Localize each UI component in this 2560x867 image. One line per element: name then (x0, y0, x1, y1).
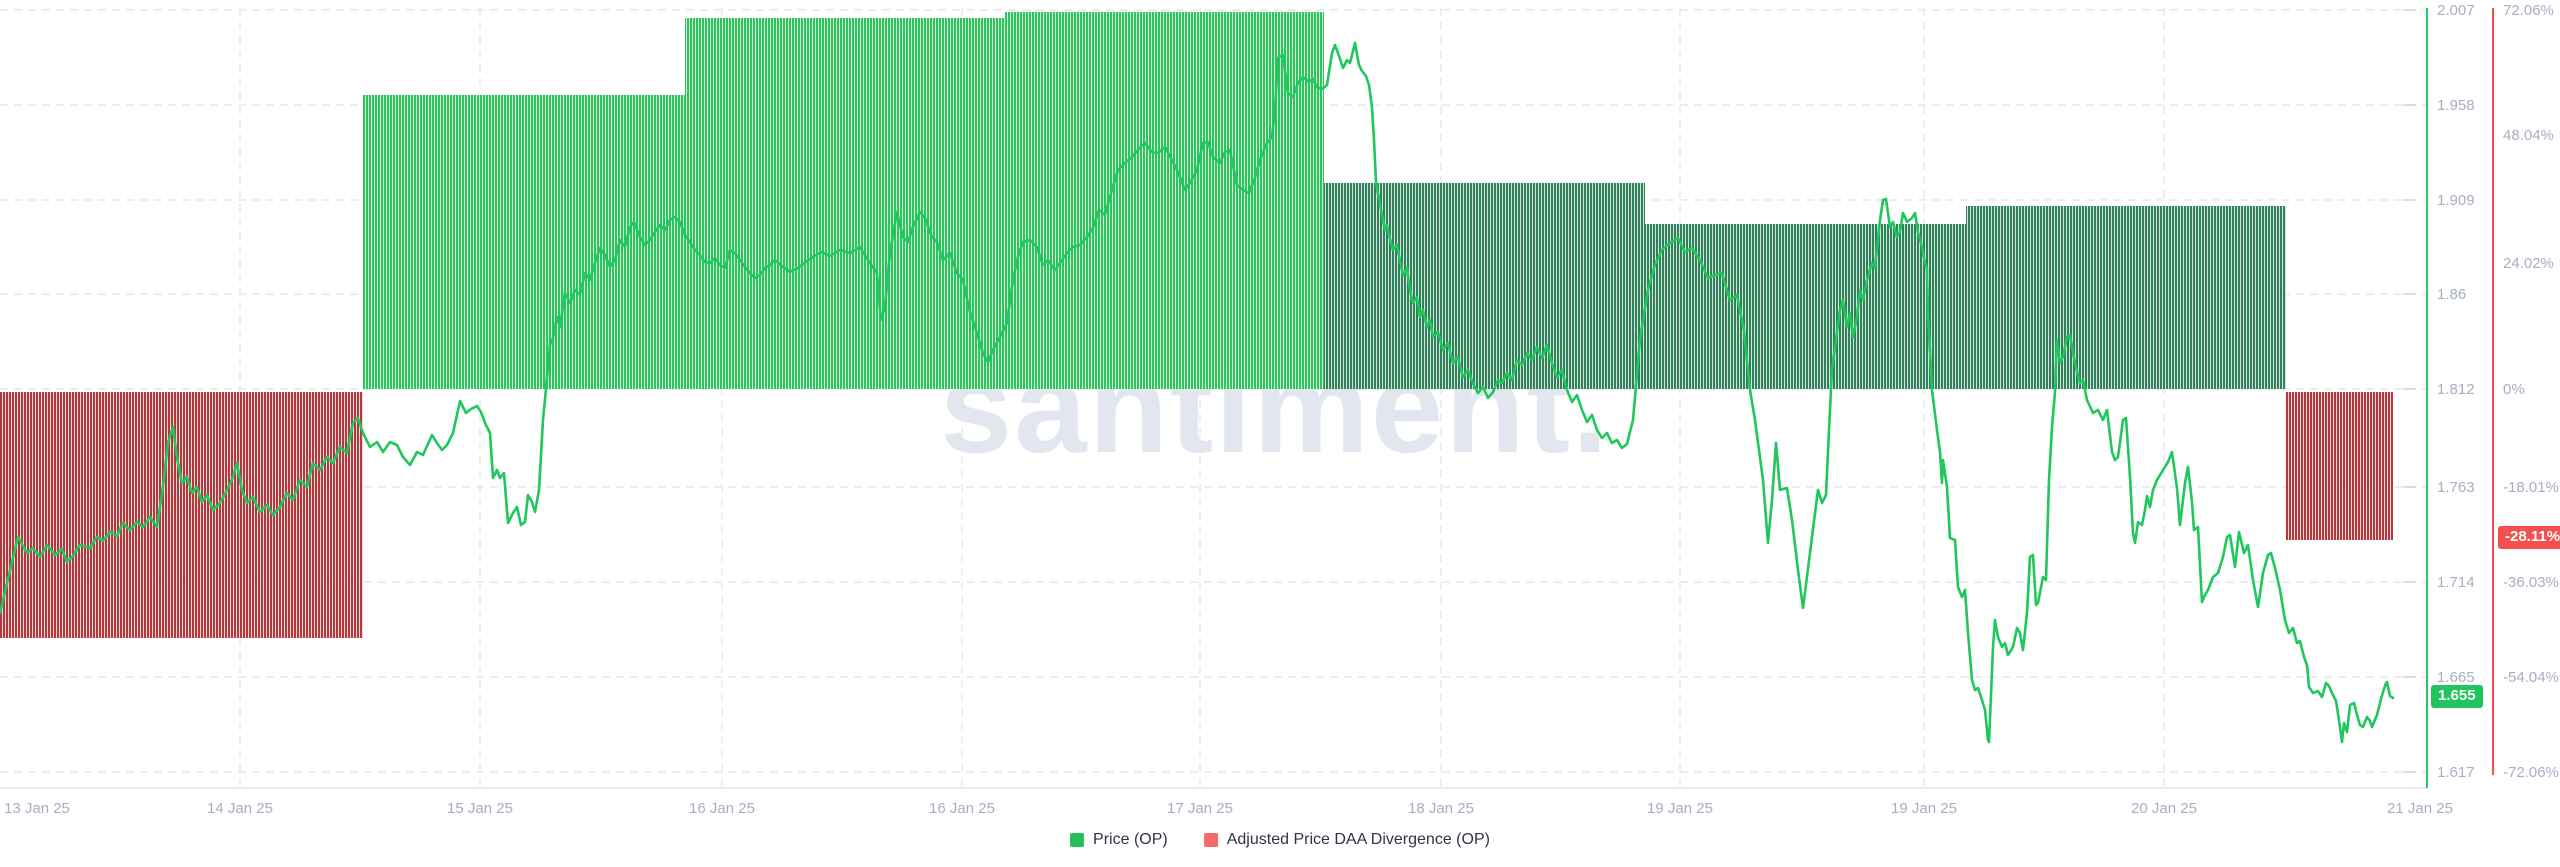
price-axis-tick: 1.665 (2437, 669, 2475, 686)
percent-axis-tick: -54.04% (2503, 669, 2559, 686)
divergence-bar (2286, 392, 2393, 540)
legend: Price (OP) Adjusted Price DAA Divergence… (1070, 831, 1490, 849)
percent-axis-tick: 48.04% (2503, 127, 2554, 144)
percent-axis-tick: -36.03% (2503, 574, 2559, 591)
price-axis-tick: 1.958 (2437, 97, 2475, 114)
price-axis-tick: 2.007 (2437, 2, 2475, 19)
divergence-bar (1966, 206, 2286, 389)
divergence-bar (1645, 224, 1966, 389)
legend-label-divergence: Adjusted Price DAA Divergence (OP) (1226, 831, 1490, 848)
price-series-swatch (1070, 833, 1085, 847)
percent-axis-tick: 0% (2503, 381, 2525, 398)
divergence-series-swatch (1203, 833, 1218, 847)
divergence-bar (1324, 183, 1645, 389)
date-axis-tick: 15 Jan 25 (447, 800, 513, 817)
divergence-bar (363, 95, 685, 389)
legend-item-divergence[interactable]: Adjusted Price DAA Divergence (OP) (1203, 831, 1490, 849)
date-axis-tick: 17 Jan 25 (1167, 800, 1233, 817)
legend-item-price[interactable]: Price (OP) (1070, 831, 1168, 849)
percent-axis-tick: -72.06% (2503, 764, 2559, 781)
date-axis-tick: 16 Jan 25 (689, 800, 755, 817)
last-price-badge: 1.655 (2431, 685, 2483, 708)
legend-label-price: Price (OP) (1093, 831, 1168, 848)
price-axis-tick: 1.763 (2437, 479, 2475, 496)
divergence-bar (685, 18, 1005, 389)
divergence-bar (1005, 12, 1324, 389)
date-axis-tick: 13 Jan 25 (4, 800, 70, 817)
percent-axis-tick: 72.06% (2503, 2, 2554, 19)
percent-axis-tick: 24.02% (2503, 255, 2554, 272)
divergence-bar (0, 392, 363, 638)
last-divergence-badge: -28.11% (2498, 526, 2560, 549)
price-axis-tick: 1.86 (2437, 286, 2467, 303)
date-axis-tick: 21 Jan 25 (2387, 800, 2453, 817)
date-axis-tick: 18 Jan 25 (1408, 800, 1474, 817)
price-axis-tick: 1.909 (2437, 192, 2475, 209)
date-axis-tick: 20 Jan 25 (2131, 800, 2197, 817)
percent-axis-tick: -18.01% (2503, 479, 2559, 496)
price-line (0, 41, 2395, 744)
date-axis-tick: 16 Jan 25 (929, 800, 995, 817)
price-axis-tick: 1.714 (2437, 574, 2475, 591)
date-axis-tick: 19 Jan 25 (1891, 800, 1957, 817)
price-axis-tick: 1.617 (2437, 764, 2475, 781)
price-axis-tick: 1.812 (2437, 381, 2475, 398)
date-axis-tick: 19 Jan 25 (1647, 800, 1713, 817)
date-axis-tick: 14 Jan 25 (207, 800, 273, 817)
